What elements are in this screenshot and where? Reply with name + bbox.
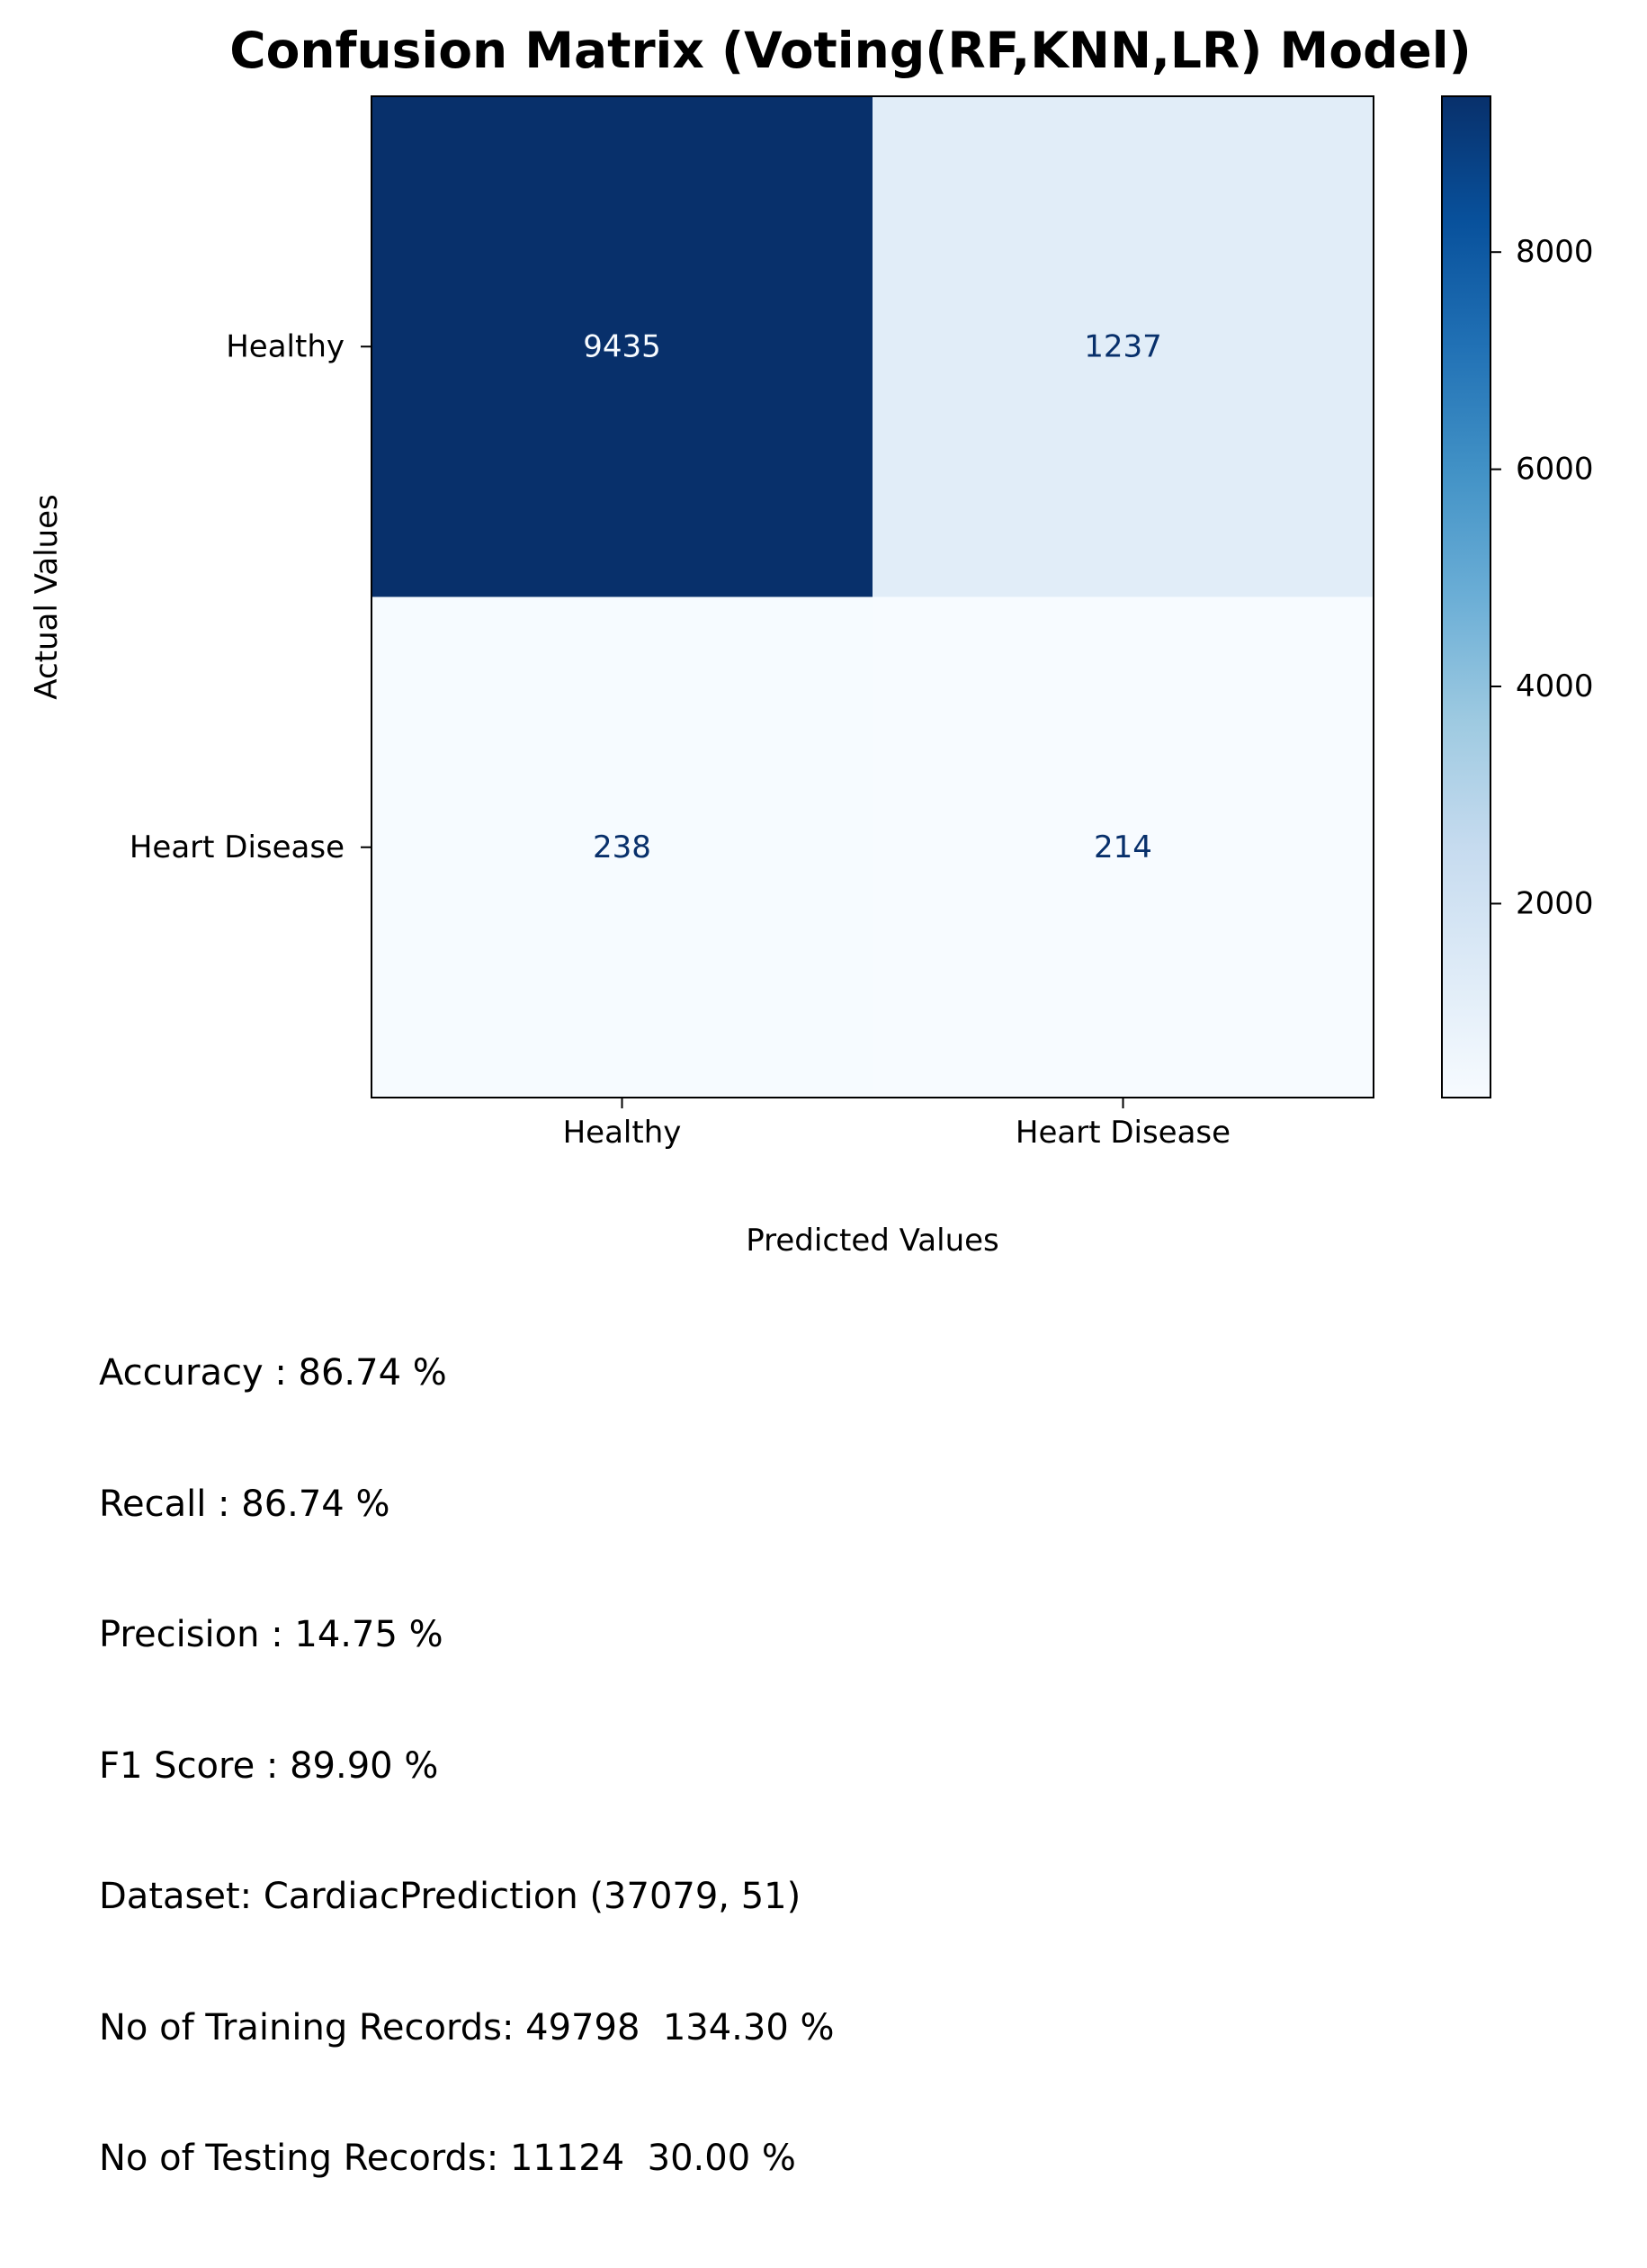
colorbar-gradient: [1441, 95, 1491, 1098]
cell-value-label: 1237: [1084, 328, 1162, 364]
chart-title: Confusion Matrix (Voting(RF,KNN,LR) Mode…: [229, 22, 1472, 79]
heatmap-layer: 9435 1237 238 214: [371, 96, 1374, 1098]
axes-layer: Healthy Heart Disease Healthy Heart Disease…: [29, 95, 1374, 1259]
heatmap-cell: [371, 96, 873, 597]
colorbar-tick-label: 2000: [1516, 885, 1594, 921]
metric-precision: Precision : 14.75 %: [99, 1614, 443, 1655]
metric-f1-score: F1 Score : 89.90 %: [99, 1744, 439, 1787]
colorbar: 2000 4000 6000 8000: [1441, 95, 1594, 1098]
metric-recall: Recall : 86.74 %: [99, 1483, 390, 1525]
y-tick-label: Healthy: [226, 328, 345, 364]
figure: Confusion Matrix (Voting(RF,KNN,LR) Mode…: [29, 22, 1594, 2179]
heatmap-cell: [873, 96, 1374, 597]
metric-testing-records: No of Testing Records: 11124 30.00 %: [99, 2138, 796, 2179]
metric-dataset: Dataset: CardiacPrediction (37079, 51): [99, 1876, 801, 1917]
heatmap-cell: [371, 596, 873, 1098]
cell-value-label: 9435: [583, 328, 661, 364]
colorbar-tick-label: 8000: [1516, 234, 1594, 270]
x-axis-label: Predicted Values: [746, 1223, 999, 1259]
plot-frame: [371, 95, 1374, 1098]
colorbar-tick-label: 4000: [1516, 668, 1594, 704]
cell-value-label: 238: [593, 829, 651, 865]
x-tick-label: Heart Disease: [1016, 1115, 1231, 1151]
metric-accuracy: Accuracy : 86.74 %: [99, 1352, 447, 1394]
x-tick-label: Healthy: [563, 1115, 682, 1151]
metrics-block: Accuracy : 86.74 % Recall : 86.74 % Prec…: [99, 1264, 835, 2268]
y-axis-label: Actual Values: [29, 494, 65, 699]
cell-value-label: 214: [1094, 829, 1152, 865]
y-tick-label: Heart Disease: [130, 829, 345, 865]
colorbar-tick-label: 6000: [1516, 452, 1594, 488]
metric-training-records: No of Training Records: 49798 134.30 %: [99, 2006, 835, 2048]
heatmap-cell: [873, 596, 1374, 1098]
